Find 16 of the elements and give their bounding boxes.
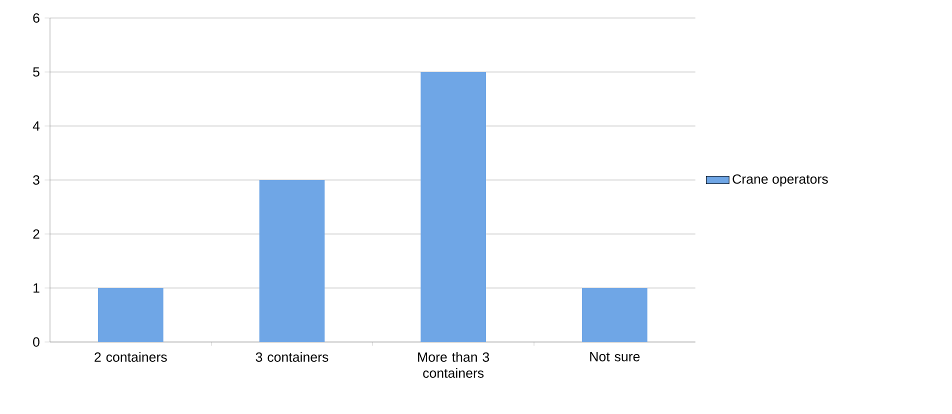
legend-label: Crane operators	[732, 174, 828, 186]
y-tick-label: 4	[32, 121, 40, 131]
bar	[420, 72, 486, 342]
x-tick-label: More than 3 containers	[418, 352, 490, 378]
y-tick-label: 0	[33, 337, 40, 347]
y-tick-label: 1	[34, 283, 40, 293]
bar	[259, 180, 325, 342]
y-tick-label: 3	[33, 175, 40, 185]
x-tick-label: Not sure	[590, 352, 640, 362]
y-tick-label: 5	[33, 67, 40, 77]
x-tick-label: 2 containers	[94, 352, 167, 362]
x-tick-label: 3 containers	[256, 352, 328, 362]
y-tick-label: 2	[33, 229, 40, 239]
y-tick-label: 6	[33, 13, 40, 23]
bar	[98, 288, 164, 342]
bar	[582, 288, 648, 342]
